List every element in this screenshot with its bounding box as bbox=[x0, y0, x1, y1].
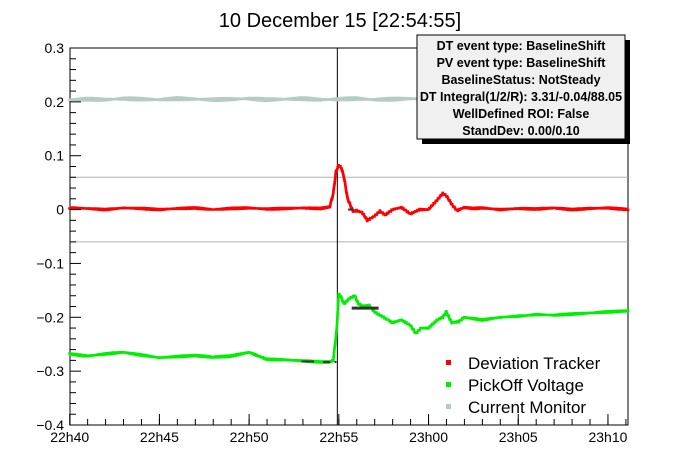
info-line-standdev: StandDev: 0.00/0.10 bbox=[462, 124, 579, 138]
info-box: DT event type: BaselineShift PV event ty… bbox=[416, 34, 630, 144]
y-tick-label: 0.1 bbox=[45, 148, 65, 164]
x-tick-label: 23h05 bbox=[499, 429, 538, 445]
x-tick-label: 22h45 bbox=[140, 429, 179, 445]
info-line-baseline-status: BaselineStatus: NotSteady bbox=[441, 73, 600, 87]
y-tick-label: −0.1 bbox=[36, 255, 64, 271]
chart-title: 10 December 15 [22:54:55] bbox=[219, 10, 461, 32]
legend-label-deviation-tracker: Deviation Tracker bbox=[468, 354, 601, 373]
info-line-pv-event: PV event type: BaselineShift bbox=[437, 56, 607, 70]
x-tick-label: 23h10 bbox=[588, 429, 627, 445]
x-tick-label: 22h40 bbox=[50, 429, 89, 445]
info-line-dt-integral: DT Integral(1/2/R): 3.31/-0.04/88.05 bbox=[420, 90, 622, 104]
legend-label-pickoff-voltage: PickOff Voltage bbox=[468, 376, 584, 395]
legend-marker-pickoff-voltage bbox=[446, 382, 451, 387]
series-markers-deviation-tracker bbox=[68, 164, 630, 223]
baseline-segments bbox=[301, 208, 379, 363]
y-tick-label: −0.3 bbox=[36, 363, 64, 379]
y-tick-label: 0.2 bbox=[45, 94, 65, 110]
reference-lines bbox=[70, 48, 628, 425]
legend-marker-deviation-tracker bbox=[446, 360, 451, 365]
x-tick-label: 23h00 bbox=[409, 429, 448, 445]
info-line-dt-event: DT event type: BaselineShift bbox=[437, 39, 607, 53]
x-tick-label: 22h55 bbox=[319, 429, 358, 445]
y-tick-label: −0.2 bbox=[36, 309, 64, 325]
info-box-panel bbox=[416, 34, 626, 140]
x-tick-label: 22h50 bbox=[230, 429, 269, 445]
y-axis: 0.3 0.2 0.1 0 −0.1 −0.2 −0.3 −0.4 bbox=[36, 40, 81, 433]
legend-marker-current-monitor bbox=[446, 404, 451, 409]
info-line-roi: WellDefined ROI: False bbox=[453, 107, 590, 121]
x-axis: 22h40 22h45 22h50 22h55 23h00 23h05 23h10 bbox=[50, 414, 628, 445]
legend: Deviation Tracker PickOff Voltage Curren… bbox=[446, 354, 601, 417]
y-tick-label: −0.4 bbox=[36, 417, 64, 433]
y-tick-label: 0 bbox=[56, 202, 64, 218]
series-deviation-tracker bbox=[68, 164, 630, 223]
legend-label-current-monitor: Current Monitor bbox=[468, 398, 586, 417]
y-tick-label: 0.3 bbox=[45, 40, 65, 56]
